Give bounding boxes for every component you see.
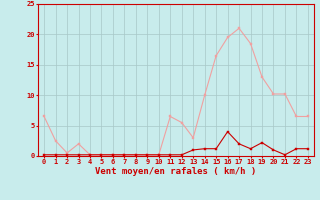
X-axis label: Vent moyen/en rafales ( km/h ): Vent moyen/en rafales ( km/h ) [95,167,257,176]
